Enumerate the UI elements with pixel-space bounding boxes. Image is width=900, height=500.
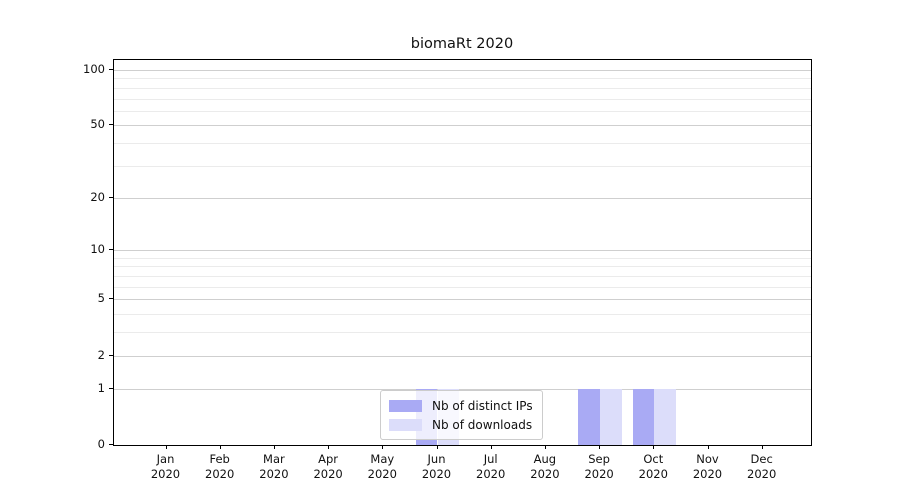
x-tick-month: Jun: [427, 452, 446, 466]
y-tick-label-50: 50: [90, 117, 105, 132]
y-tick-label-20: 20: [90, 189, 105, 204]
y-tick-mark-1: [109, 387, 113, 389]
x-tick-label-jun: Jun 2020: [407, 452, 467, 482]
x-tick-mark-jan: [165, 445, 167, 449]
bar-downloads-sep: [600, 388, 622, 445]
x-tick-year: 2020: [747, 467, 777, 481]
x-tick-mark-oct: [653, 445, 655, 449]
x-tick-label-mar: Mar 2020: [244, 452, 304, 482]
x-tick-month: Feb: [209, 452, 230, 466]
x-tick-label-apr: Apr 2020: [298, 452, 358, 482]
y-tick-label-1: 1: [97, 380, 105, 395]
y-tick-label-2: 2: [97, 347, 105, 362]
y-tick-label-10: 10: [90, 242, 105, 257]
plot-area: [113, 59, 812, 446]
gridline-minor-90: [114, 78, 811, 80]
x-tick-mark-aug: [544, 445, 546, 449]
legend-swatch-downloads: [389, 418, 422, 431]
y-tick-mark-10: [109, 249, 113, 251]
x-tick-label-jul: Jul 2020: [461, 452, 521, 482]
x-tick-mark-may: [382, 445, 384, 449]
y-tick-mark-20: [109, 196, 113, 198]
x-tick-label-feb: Feb 2020: [190, 452, 250, 482]
gridline-major-20: [114, 197, 811, 199]
gridline-minor-70: [114, 98, 811, 100]
gridline-minor-40: [114, 143, 811, 145]
x-tick-label-dec: Dec 2020: [732, 452, 792, 482]
x-tick-label-aug: Aug 2020: [515, 452, 575, 482]
x-tick-year: 2020: [638, 467, 668, 481]
x-tick-month: May: [370, 452, 395, 466]
legend-row-0: Nb of distinct IPs: [389, 397, 534, 414]
bar-distinct-ips-sep: [578, 388, 601, 445]
x-tick-year: 2020: [476, 467, 506, 481]
gridline-minor-6: [114, 286, 811, 288]
x-tick-month: Mar: [263, 452, 285, 466]
gridline-minor-8: [114, 266, 811, 268]
gridline-minor-60: [114, 110, 811, 112]
legend-swatch-distinct-ips: [389, 399, 422, 412]
gridline-major-2: [114, 355, 811, 357]
gridline-major-10: [114, 250, 811, 252]
gridline-minor-80: [114, 87, 811, 89]
x-tick-year: 2020: [313, 467, 343, 481]
x-tick-month: Apr: [318, 452, 339, 466]
bar-distinct-ips-oct: [632, 388, 655, 445]
x-tick-year: 2020: [530, 467, 560, 481]
legend-label-distinct-ips: Nb of distinct IPs: [432, 398, 533, 413]
legend-row-1: Nb of downloads: [389, 416, 534, 433]
gridline-minor-7: [114, 276, 811, 277]
bar-downloads-oct: [654, 388, 676, 445]
gridline-minor-9: [114, 257, 811, 259]
x-tick-year: 2020: [150, 467, 181, 481]
x-tick-mark-dec: [761, 445, 763, 449]
x-tick-year: 2020: [584, 467, 614, 481]
legend-label-downloads: Nb of downloads: [432, 417, 533, 432]
x-tick-mark-feb: [219, 445, 221, 449]
y-tick-mark-2: [109, 354, 113, 356]
x-tick-label-sep: Sep 2020: [569, 452, 629, 482]
y-tick-mark-100: [109, 68, 113, 70]
x-tick-month: Jan: [156, 452, 175, 466]
y-tick-mark-50: [109, 124, 113, 126]
y-tick-label-100: 100: [83, 61, 105, 76]
x-tick-year: 2020: [367, 467, 397, 481]
x-tick-mark-jun: [436, 445, 438, 449]
x-tick-year: 2020: [259, 467, 289, 481]
x-tick-label-nov: Nov 2020: [678, 452, 738, 482]
y-tick-label-5: 5: [97, 291, 105, 306]
x-tick-month: Nov: [696, 452, 719, 466]
x-tick-month: Aug: [533, 452, 557, 466]
gridline-major-1: [114, 388, 811, 390]
x-tick-month: Oct: [643, 452, 664, 466]
x-tick-year: 2020: [421, 467, 452, 481]
x-tick-label-oct: Oct 2020: [623, 452, 683, 482]
x-tick-month: Sep: [588, 452, 610, 466]
gridline-major-5: [114, 299, 811, 301]
x-tick-mark-apr: [328, 445, 330, 449]
gridline-minor-4: [114, 314, 811, 316]
x-tick-mark-mar: [273, 445, 275, 449]
gridline-minor-30: [114, 165, 811, 167]
x-tick-mark-nov: [707, 445, 709, 449]
y-tick-mark-0: [109, 444, 113, 445]
x-tick-year: 2020: [692, 467, 723, 481]
y-tick-label-0: 0: [97, 437, 105, 451]
x-tick-label-may: May 2020: [352, 452, 412, 482]
x-tick-month: Dec: [750, 452, 773, 466]
y-tick-mark-5: [109, 298, 113, 300]
x-tick-month: Jul: [483, 452, 498, 466]
gridline-major-50: [114, 125, 811, 127]
gridline-minor-3: [114, 332, 811, 334]
x-tick-mark-jul: [490, 445, 492, 449]
gridline-major-100: [114, 69, 811, 71]
chart-title: biomaRt 2020: [410, 36, 514, 52]
x-tick-label-jan: Jan 2020: [136, 452, 196, 482]
x-tick-mark-sep: [599, 445, 601, 449]
x-tick-year: 2020: [205, 467, 235, 481]
legend: Nb of distinct IPs Nb of downloads: [380, 390, 543, 440]
